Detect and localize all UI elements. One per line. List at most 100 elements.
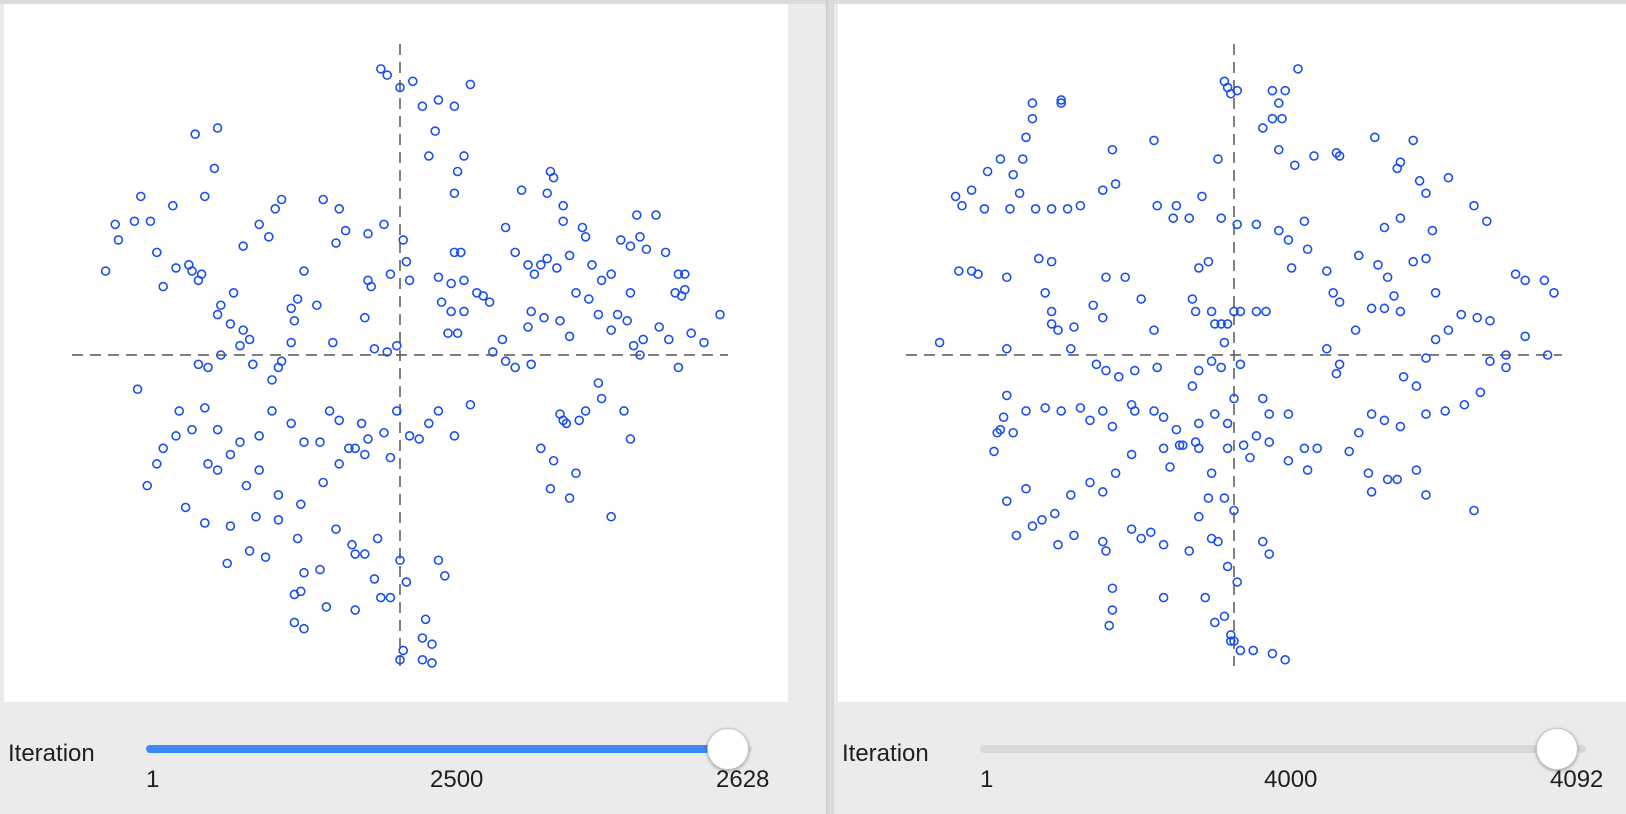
data-point-right-209 — [1027, 521, 1038, 531]
data-point-right-25 — [1014, 188, 1025, 199]
data-point-left-71 — [216, 300, 226, 311]
data-point-right-47 — [1289, 160, 1300, 171]
panel-top-border — [834, 0, 1626, 4]
data-point-left-16 — [200, 191, 210, 202]
data-point-left-167 — [203, 459, 213, 469]
data-point-left-40 — [286, 303, 297, 314]
data-point-right-67 — [954, 266, 964, 276]
data-point-right-11 — [1257, 123, 1268, 133]
data-point-left-185 — [225, 521, 236, 531]
data-point-left-172 — [295, 499, 306, 510]
data-point-right-103 — [1389, 291, 1399, 301]
data-point-right-124 — [1334, 359, 1345, 370]
data-point-right-175 — [1440, 406, 1451, 416]
data-point-left-2 — [433, 95, 444, 105]
data-point-left-213 — [417, 654, 428, 665]
data-point-right-66 — [1549, 287, 1559, 298]
slider-label-right: Iteration — [842, 740, 929, 767]
data-point-left-166 — [391, 406, 402, 416]
slider-track-right[interactable] — [980, 745, 1586, 753]
data-point-left-120 — [523, 322, 533, 332]
data-point-right-223 — [1257, 536, 1268, 547]
data-point-right-186 — [1097, 487, 1108, 497]
data-point-left-161 — [343, 443, 354, 454]
data-point-left-153 — [235, 437, 245, 447]
data-point-left-181 — [449, 431, 460, 441]
data-point-left-8 — [430, 126, 441, 136]
data-point-left-4 — [465, 79, 476, 90]
data-point-right-126 — [1366, 303, 1377, 314]
data-point-left-24 — [263, 232, 274, 242]
data-point-left-82 — [248, 359, 258, 370]
data-point-left-20 — [136, 191, 146, 202]
data-point-right-59 — [1427, 225, 1438, 236]
data-point-left-23 — [238, 241, 248, 251]
data-point-right-226 — [1107, 605, 1118, 615]
data-point-right-99 — [1334, 297, 1345, 307]
data-point-left-119 — [539, 312, 549, 323]
data-point-left-125 — [526, 359, 537, 370]
data-point-right-18 — [1008, 169, 1018, 180]
data-point-left-116 — [679, 269, 690, 279]
data-point-right-150 — [1085, 415, 1095, 426]
data-point-right-101 — [1373, 260, 1383, 270]
data-point-right-140 — [1002, 390, 1012, 401]
data-point-right-239 — [1232, 577, 1243, 587]
data-point-right-38 — [1197, 191, 1207, 202]
data-point-left-30 — [340, 225, 351, 236]
data-point-left-152 — [225, 449, 236, 460]
data-point-right-65 — [1539, 275, 1550, 286]
data-point-right-236 — [1267, 648, 1278, 659]
data-point-left-131 — [606, 325, 617, 335]
data-point-right-134 — [1456, 309, 1467, 320]
slider-thumb-right[interactable] — [1536, 728, 1579, 770]
data-point-left-171 — [273, 490, 284, 500]
data-point-right-76 — [1069, 322, 1079, 332]
data-point-right-63 — [1510, 269, 1521, 279]
data-point-left-111 — [651, 210, 661, 220]
data-point-right-230 — [1219, 611, 1230, 622]
data-point-right-219 — [1193, 511, 1204, 522]
data-point-right-138 — [1520, 331, 1531, 342]
data-point-left-26 — [270, 204, 281, 214]
data-point-right-225 — [1107, 583, 1118, 594]
data-point-right-172 — [1379, 415, 1390, 426]
data-point-left-233 — [593, 378, 604, 388]
data-point-right-37 — [1171, 200, 1182, 211]
data-point-left-135 — [628, 340, 639, 351]
data-point-left-48 — [369, 343, 380, 354]
data-point-left-96 — [535, 260, 546, 270]
data-point-right-196 — [1245, 452, 1255, 463]
data-point-left-145 — [171, 431, 181, 441]
data-point-right-87 — [1206, 306, 1217, 317]
data-point-left-14 — [212, 123, 223, 133]
data-point-left-147 — [152, 459, 162, 469]
data-point-right-121 — [1235, 359, 1246, 370]
data-point-right-216 — [1145, 527, 1156, 538]
data-point-right-182 — [1037, 515, 1047, 525]
data-point-left-64 — [129, 216, 140, 227]
data-point-left-232 — [555, 409, 565, 419]
data-point-right-113 — [1113, 371, 1124, 382]
data-point-right-242 — [1206, 533, 1217, 544]
data-point-right-57 — [1379, 222, 1390, 233]
data-point-left-7 — [417, 101, 428, 111]
data-point-left-89 — [542, 188, 553, 199]
data-point-right-123 — [1331, 368, 1342, 379]
data-point-left-81 — [267, 375, 277, 385]
panel-divider[interactable] — [826, 0, 834, 814]
data-point-right-106 — [1430, 287, 1441, 298]
slider-thumb-left[interactable] — [706, 728, 749, 770]
data-point-left-201 — [385, 592, 396, 603]
data-point-right-154 — [1126, 399, 1137, 410]
data-point-left-189 — [331, 524, 341, 534]
data-point-left-174 — [334, 459, 345, 469]
data-point-right-45 — [1283, 235, 1294, 245]
data-point-left-98 — [529, 269, 540, 279]
scatter-plot-right — [838, 4, 1626, 702]
data-point-left-25 — [254, 219, 264, 230]
data-point-right-199 — [1283, 455, 1294, 466]
slider-track-left[interactable] — [146, 745, 752, 753]
data-point-left-36 — [404, 275, 415, 286]
data-point-right-143 — [992, 427, 1002, 438]
